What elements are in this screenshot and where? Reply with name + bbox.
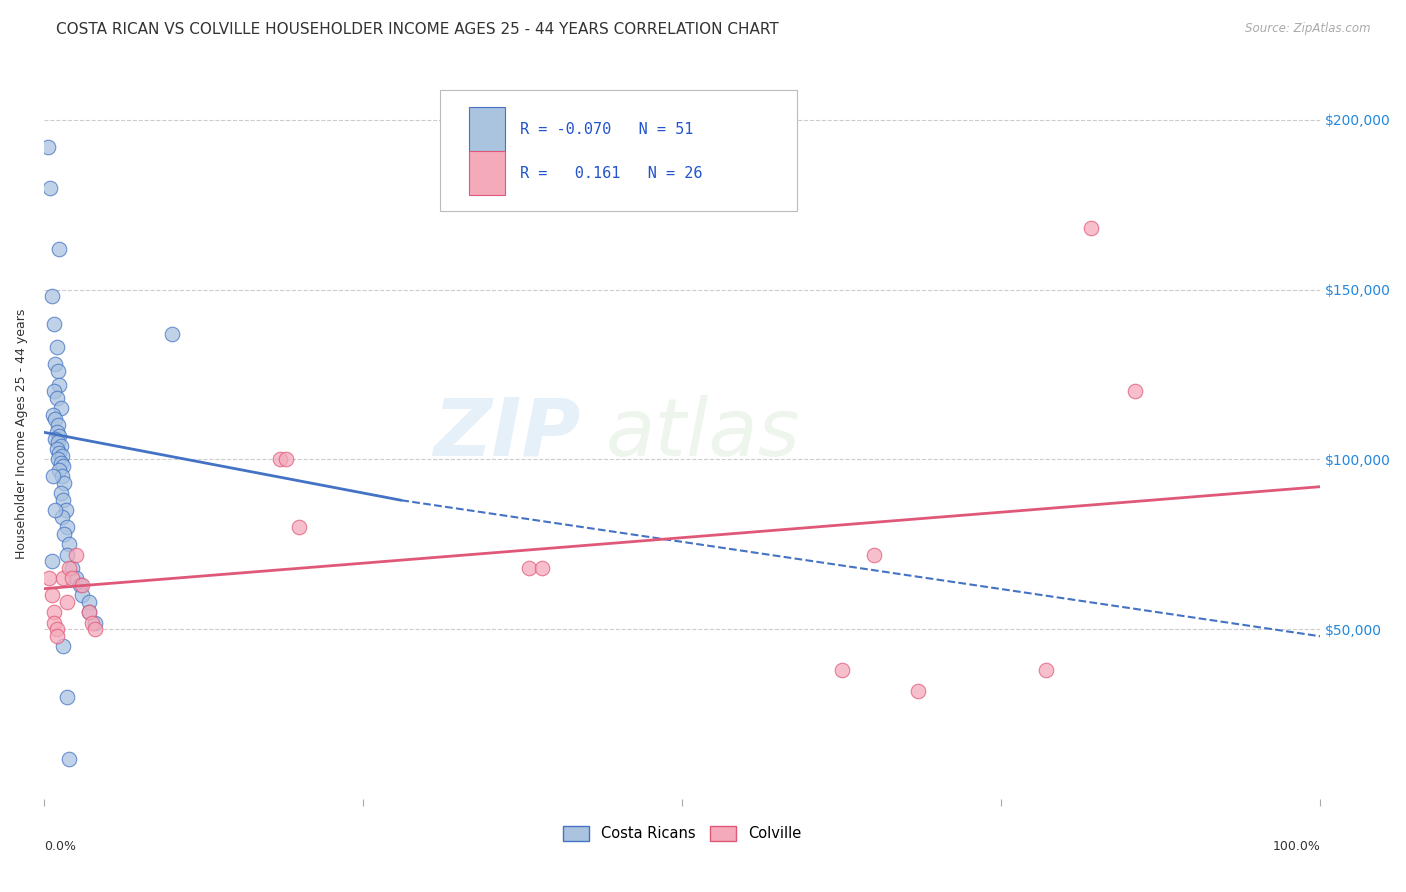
Point bbox=[44, 384, 66, 399]
Point bbox=[1123, 384, 1146, 399]
Point bbox=[45, 442, 67, 457]
Point bbox=[72, 589, 94, 603]
Text: 100.0%: 100.0% bbox=[1272, 839, 1320, 853]
Point bbox=[831, 663, 853, 677]
Point bbox=[51, 510, 73, 524]
Text: 0.0%: 0.0% bbox=[44, 839, 76, 853]
Legend: Costa Ricans, Colville: Costa Ricans, Colville bbox=[557, 820, 807, 847]
Point bbox=[44, 411, 66, 425]
Point bbox=[65, 572, 87, 586]
Point bbox=[44, 317, 66, 331]
Point bbox=[907, 683, 929, 698]
Point bbox=[46, 418, 69, 433]
Point bbox=[269, 452, 291, 467]
Point bbox=[53, 527, 76, 541]
Point bbox=[45, 623, 67, 637]
Point bbox=[45, 392, 67, 406]
Point bbox=[49, 456, 72, 470]
Point bbox=[56, 595, 79, 609]
Point bbox=[58, 537, 80, 551]
Point bbox=[49, 439, 72, 453]
FancyBboxPatch shape bbox=[470, 107, 505, 151]
Y-axis label: Householder Income Ages 25 - 44 years: Householder Income Ages 25 - 44 years bbox=[15, 309, 28, 559]
Point bbox=[44, 357, 66, 371]
Point bbox=[41, 289, 63, 303]
Point bbox=[41, 554, 63, 568]
Point bbox=[288, 520, 311, 534]
Point bbox=[52, 459, 75, 474]
Point bbox=[45, 629, 67, 643]
Point bbox=[72, 578, 94, 592]
Point bbox=[45, 340, 67, 354]
Point bbox=[46, 452, 69, 467]
Point bbox=[56, 548, 79, 562]
Point bbox=[84, 615, 107, 630]
Point bbox=[42, 409, 65, 423]
Point bbox=[44, 606, 66, 620]
Point bbox=[48, 428, 70, 442]
Text: Source: ZipAtlas.com: Source: ZipAtlas.com bbox=[1246, 22, 1371, 36]
Point bbox=[65, 548, 87, 562]
Point bbox=[55, 503, 77, 517]
Text: R =   0.161   N = 26: R = 0.161 N = 26 bbox=[520, 166, 703, 180]
Point bbox=[48, 242, 70, 256]
Point bbox=[160, 326, 183, 341]
Point bbox=[77, 595, 100, 609]
Point bbox=[862, 548, 884, 562]
Point bbox=[530, 561, 553, 575]
Text: COSTA RICAN VS COLVILLE HOUSEHOLDER INCOME AGES 25 - 44 YEARS CORRELATION CHART: COSTA RICAN VS COLVILLE HOUSEHOLDER INCO… bbox=[56, 22, 779, 37]
Point bbox=[60, 572, 83, 586]
Point bbox=[48, 377, 70, 392]
Point bbox=[41, 589, 63, 603]
Point bbox=[39, 180, 62, 194]
Point bbox=[60, 561, 83, 575]
Point bbox=[56, 690, 79, 705]
Point bbox=[52, 493, 75, 508]
Point bbox=[46, 435, 69, 450]
Point bbox=[44, 432, 66, 446]
Point bbox=[49, 486, 72, 500]
Point bbox=[77, 606, 100, 620]
Point bbox=[37, 139, 59, 153]
Point bbox=[52, 572, 75, 586]
Point bbox=[38, 572, 60, 586]
Point bbox=[58, 561, 80, 575]
Point bbox=[42, 469, 65, 483]
Point bbox=[517, 561, 540, 575]
Point bbox=[46, 364, 69, 378]
Point bbox=[1080, 221, 1102, 235]
Point bbox=[77, 606, 100, 620]
Text: R = -0.070   N = 51: R = -0.070 N = 51 bbox=[520, 121, 693, 136]
Point bbox=[51, 449, 73, 463]
Point bbox=[45, 425, 67, 440]
Text: ZIP: ZIP bbox=[433, 395, 581, 473]
Point bbox=[49, 401, 72, 416]
Point bbox=[1035, 663, 1057, 677]
Point bbox=[44, 615, 66, 630]
Point bbox=[48, 463, 70, 477]
Point bbox=[51, 469, 73, 483]
Point bbox=[69, 578, 91, 592]
Point bbox=[52, 640, 75, 654]
Text: atlas: atlas bbox=[606, 395, 800, 473]
Point bbox=[48, 446, 70, 460]
Point bbox=[44, 503, 66, 517]
Point bbox=[58, 752, 80, 766]
Point bbox=[84, 623, 107, 637]
Point bbox=[53, 476, 76, 491]
FancyBboxPatch shape bbox=[470, 151, 505, 195]
Point bbox=[82, 615, 104, 630]
FancyBboxPatch shape bbox=[440, 90, 797, 211]
Point bbox=[56, 520, 79, 534]
Point bbox=[276, 452, 298, 467]
